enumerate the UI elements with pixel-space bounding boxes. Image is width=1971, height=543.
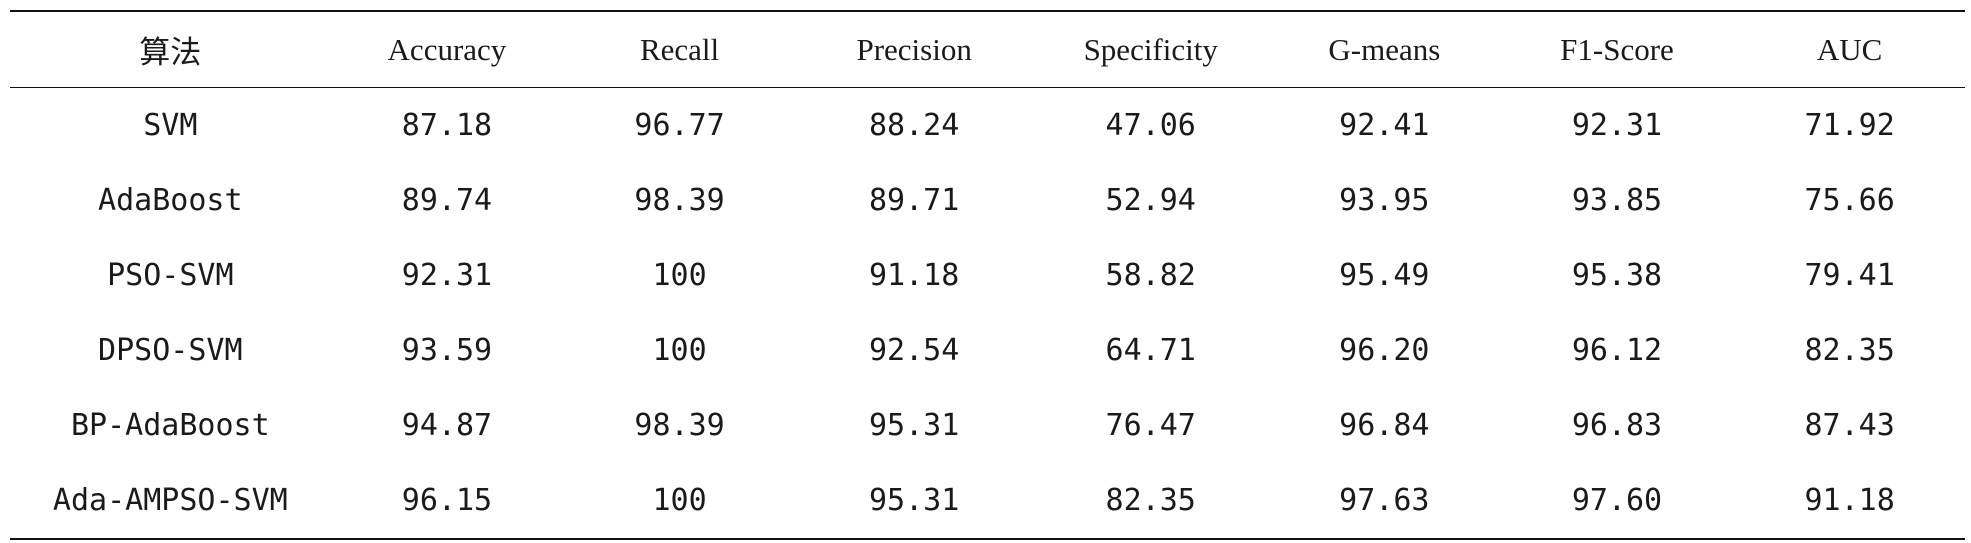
- cell-specificity: 76.47: [1105, 408, 1196, 443]
- table-row: Ada-AMPSO-SVM 96.15 100 95.31 82.35 97.6…: [10, 463, 1965, 539]
- table-row: PSO-SVM 92.31 100 91.18 58.82 95.49 95.3…: [10, 238, 1965, 313]
- cell-accuracy: 89.74: [401, 183, 493, 218]
- cell-auc: 75.66: [1804, 183, 1895, 218]
- header-f1-score: F1-Score: [1560, 31, 1674, 67]
- cell-recall: 100: [652, 483, 707, 518]
- cell-g-means: 97.63: [1339, 483, 1430, 518]
- cell-f1-score: 95.38: [1571, 258, 1663, 293]
- cell-f1-score: 96.12: [1571, 333, 1663, 368]
- cell-precision: 89.71: [869, 183, 960, 218]
- cell-specificity: 58.82: [1105, 258, 1196, 293]
- table-row: DPSO-SVM 93.59 100 92.54 64.71 96.20 96.…: [10, 313, 1965, 388]
- results-table-container: 算法 Accuracy Recall Precision Specificity…: [10, 10, 1965, 540]
- cell-specificity: 82.35: [1105, 483, 1196, 518]
- cell-precision: 88.24: [869, 108, 960, 143]
- header-algorithm: 算法: [139, 35, 202, 70]
- cell-recall: 98.39: [634, 183, 725, 218]
- cell-recall: 100: [652, 333, 707, 368]
- results-table: 算法 Accuracy Recall Precision Specificity…: [10, 10, 1965, 540]
- cell-auc: 87.43: [1804, 408, 1895, 443]
- table-row: AdaBoost 89.74 98.39 89.71 52.94 93.95 9…: [10, 163, 1965, 238]
- cell-accuracy: 92.31: [401, 258, 493, 293]
- cell-auc: 79.41: [1804, 258, 1895, 293]
- table-body: SVM 87.18 96.77 88.24 47.06 92.41 92.31 …: [10, 88, 1965, 539]
- cell-f1-score: 92.31: [1571, 108, 1663, 143]
- table-header: 算法 Accuracy Recall Precision Specificity…: [10, 11, 1965, 88]
- cell-algorithm: DPSO-SVM: [98, 333, 243, 368]
- cell-specificity: 47.06: [1105, 108, 1196, 143]
- cell-precision: 95.31: [869, 483, 960, 518]
- cell-algorithm: SVM: [143, 108, 198, 143]
- cell-precision: 92.54: [869, 333, 960, 368]
- cell-precision: 91.18: [869, 258, 960, 293]
- cell-auc: 91.18: [1804, 483, 1895, 518]
- cell-g-means: 96.84: [1339, 408, 1430, 443]
- cell-recall: 96.77: [634, 108, 725, 143]
- header-accuracy: Accuracy: [387, 31, 507, 67]
- cell-algorithm: AdaBoost: [98, 183, 243, 218]
- cell-precision: 95.31: [869, 408, 960, 443]
- cell-algorithm: Ada-AMPSO-SVM: [52, 483, 288, 518]
- table-row: BP-AdaBoost 94.87 98.39 95.31 76.47 96.8…: [10, 388, 1965, 463]
- cell-g-means: 93.95: [1339, 183, 1430, 218]
- table-row: SVM 87.18 96.77 88.24 47.06 92.41 92.31 …: [10, 88, 1965, 164]
- cell-algorithm: PSO-SVM: [107, 258, 234, 293]
- cell-recall: 98.39: [634, 408, 725, 443]
- header-recall: Recall: [639, 31, 720, 67]
- cell-accuracy: 96.15: [401, 483, 493, 518]
- cell-algorithm: BP-AdaBoost: [70, 408, 270, 443]
- cell-accuracy: 87.18: [401, 108, 493, 143]
- cell-auc: 82.35: [1804, 333, 1895, 368]
- cell-accuracy: 94.87: [401, 408, 493, 443]
- header-g-means: G-means: [1328, 31, 1441, 67]
- cell-f1-score: 97.60: [1571, 483, 1663, 518]
- cell-specificity: 52.94: [1105, 183, 1196, 218]
- cell-g-means: 96.20: [1339, 333, 1430, 368]
- cell-g-means: 92.41: [1339, 108, 1430, 143]
- cell-g-means: 95.49: [1339, 258, 1430, 293]
- cell-recall: 100: [652, 258, 707, 293]
- header-row: 算法 Accuracy Recall Precision Specificity…: [10, 11, 1965, 88]
- cell-specificity: 64.71: [1105, 333, 1196, 368]
- cell-f1-score: 96.83: [1571, 408, 1663, 443]
- cell-accuracy: 93.59: [401, 333, 493, 368]
- header-precision: Precision: [856, 31, 972, 67]
- header-auc: AUC: [1816, 31, 1883, 67]
- cell-f1-score: 93.85: [1571, 183, 1663, 218]
- cell-auc: 71.92: [1804, 108, 1895, 143]
- header-specificity: Specificity: [1083, 31, 1218, 67]
